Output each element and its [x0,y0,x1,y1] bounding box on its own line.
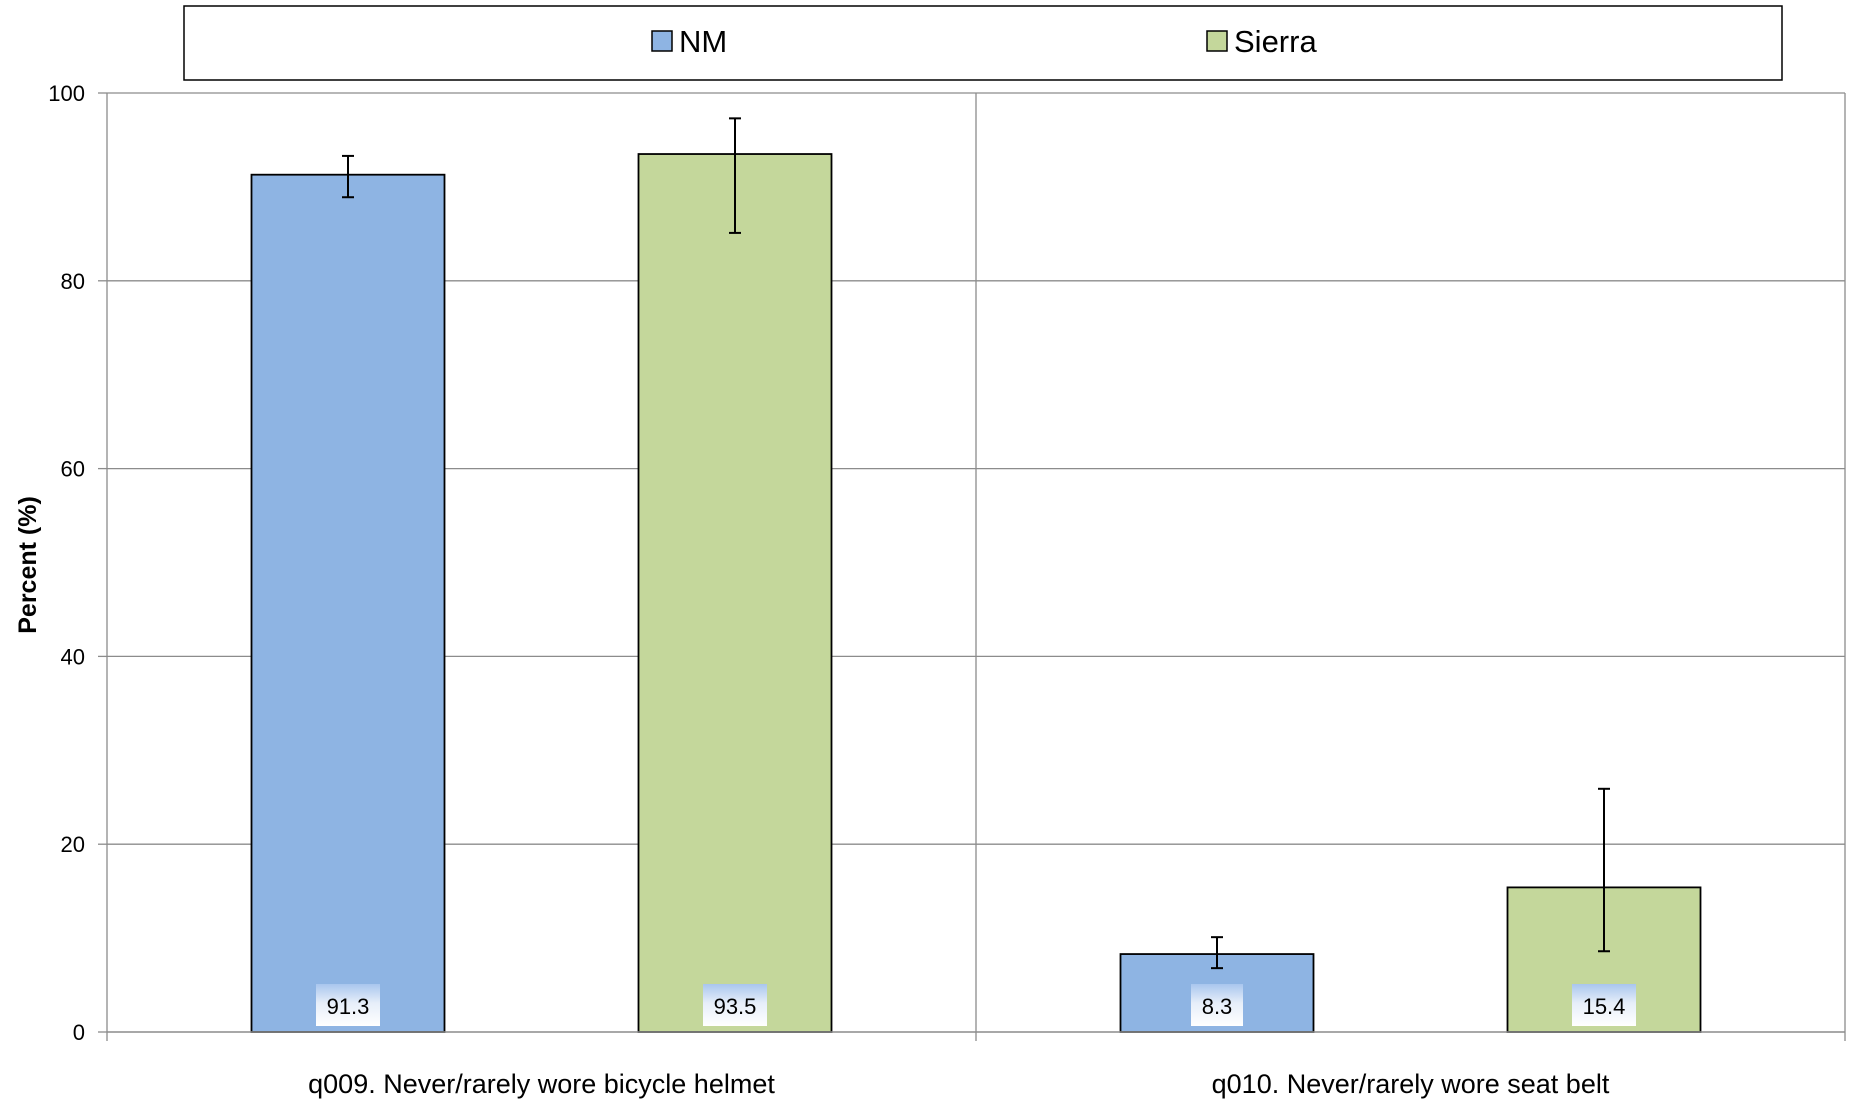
value-labels: 91.3 93.5 8.3 15.4 [316,984,1636,1026]
y-tick-label: 60 [61,457,85,482]
value-label-bg [703,984,767,1026]
value-label: 93.5 [714,994,757,1019]
bar-nm-1 [250,173,446,1033]
bars [250,153,1702,1033]
y-tick-label: 80 [61,269,85,294]
legend: NM Sierra [183,5,1783,81]
x-category-label: q009. Never/rarely wore bicycle helmet [308,1069,775,1099]
y-tick-label: 20 [61,832,85,857]
value-label-bg [316,984,380,1026]
value-label: 8.3 [1202,994,1233,1019]
value-label-bg [1191,984,1243,1026]
plot-area: 91.3 93.5 8.3 15.4 0 20 40 60 80 100 q009. Never… [48,81,1846,1099]
x-tick-labels: q009. Never/rarely wore bicycle helmet q0… [308,1069,1610,1099]
axes [98,92,1846,1041]
value-label-bg [1572,984,1636,1026]
legend-items: NM Sierra [651,24,1317,59]
y-tick-label: 100 [48,81,85,106]
y-axis-title: Percent (%) [14,496,42,634]
y-tick-label: 0 [73,1020,85,1045]
value-label: 15.4 [1583,994,1626,1019]
x-category-label: q010. Never/rarely wore seat belt [1212,1069,1610,1099]
legend-frame [183,5,1783,81]
error-bars [342,117,1610,970]
legend-swatch-nm [651,30,673,52]
y-tick-labels: 0 20 40 60 80 100 [48,81,85,1045]
bar-sierra-1 [637,153,833,1033]
y-tick-label: 40 [61,644,85,669]
legend-swatch-sierra [1206,30,1228,52]
legend-label-nm: NM [679,24,727,59]
value-label: 91.3 [327,994,370,1019]
legend-label-sierra: Sierra [1234,24,1317,59]
